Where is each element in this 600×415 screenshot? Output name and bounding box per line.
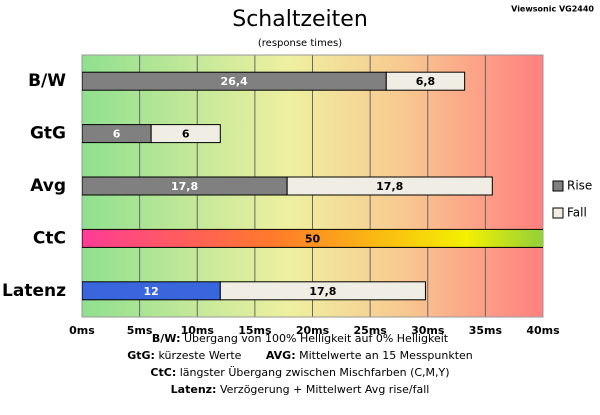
x-tick-label: 10ms bbox=[181, 324, 215, 337]
value-label: 12 bbox=[143, 285, 158, 298]
note-segment: CtC: bbox=[150, 366, 176, 379]
note-segment: AVG: bbox=[266, 349, 296, 362]
note-segment: B/W: bbox=[152, 332, 181, 345]
notes: B/W: Übergang von 100% Helligkeit auf 0%… bbox=[127, 332, 473, 396]
y-tick-label: B/W bbox=[28, 71, 66, 91]
bar bbox=[82, 228, 543, 248]
chart-title: Schaltzeiten bbox=[232, 7, 368, 32]
chart-subtitle: (response times) bbox=[258, 38, 342, 49]
note-line: CtC: längster Übergang zwischen Mischfar… bbox=[150, 366, 449, 379]
x-tick-label: 35ms bbox=[469, 324, 503, 337]
x-tick-label: 25ms bbox=[353, 324, 387, 337]
bar bbox=[150, 124, 221, 144]
legend-swatch bbox=[552, 207, 564, 219]
note-segment: Übergang von 100% Helligkeit auf 0% Hell… bbox=[181, 332, 449, 345]
note-line: GtG: kürzeste Werte AVG: Mittelwerte an … bbox=[127, 349, 473, 362]
y-tick-label: Latenz bbox=[2, 281, 66, 301]
value-label: 26,4 bbox=[221, 75, 248, 88]
note-line: Latenz: Verzögerung + Mittelwert Avg ris… bbox=[171, 383, 430, 396]
value-label: 6,8 bbox=[416, 75, 436, 88]
value-label: 17,8 bbox=[376, 180, 403, 193]
x-tick-label: 5ms bbox=[127, 324, 153, 337]
legend-label: Fall bbox=[567, 206, 587, 220]
note-segment: GtG: bbox=[127, 349, 155, 362]
y-tick-label: GtG bbox=[30, 124, 66, 144]
y-tick-label: CtC bbox=[33, 228, 66, 248]
corner-label: Viewsonic VG2440 bbox=[511, 5, 594, 14]
note-segment: Latenz: bbox=[171, 383, 217, 396]
x-tick-label: 0ms bbox=[69, 324, 95, 337]
value-label: 17,8 bbox=[309, 285, 336, 298]
note-segment: längster Übergang zwischen Mischfarben (… bbox=[176, 366, 449, 379]
value-label: 6 bbox=[113, 128, 121, 141]
x-tick-label: 15ms bbox=[238, 324, 272, 337]
bar bbox=[286, 176, 493, 196]
note-segment: kürzeste Werte bbox=[155, 349, 266, 362]
value-label: 17,8 bbox=[171, 180, 198, 193]
x-tick-label: 20ms bbox=[296, 324, 330, 337]
bar bbox=[219, 281, 426, 301]
x-tick-label: 30ms bbox=[411, 324, 445, 337]
note-segment: Mittelwerte an 15 Messpunkten bbox=[296, 349, 473, 362]
legend-label: Rise bbox=[567, 179, 592, 193]
legend-swatch bbox=[552, 180, 564, 192]
y-tick-label: Avg bbox=[30, 176, 66, 196]
note-segment: Verzögerung + Mittelwert Avg rise/fall bbox=[216, 383, 429, 396]
value-label: 50 bbox=[305, 232, 321, 245]
x-tick-label: 40ms bbox=[526, 324, 560, 337]
bar bbox=[385, 71, 466, 91]
value-label: 6 bbox=[182, 128, 190, 141]
note-line: B/W: Übergang von 100% Helligkeit auf 0%… bbox=[152, 332, 449, 345]
